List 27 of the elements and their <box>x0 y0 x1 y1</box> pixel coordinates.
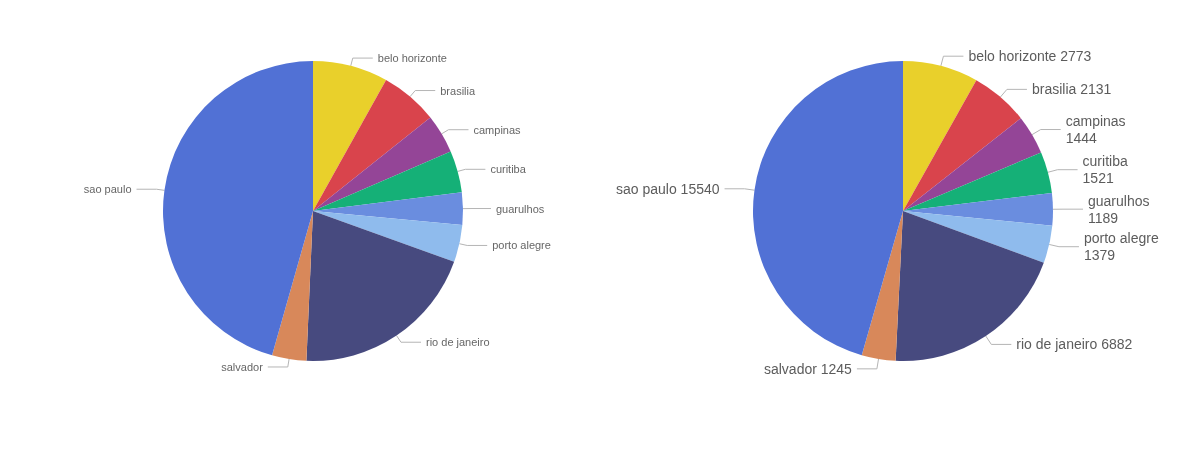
slice-label: guarulhos <box>495 202 545 215</box>
slice-label: sao paulo <box>616 180 677 197</box>
slice-label: brasilia <box>440 84 476 97</box>
slice-label: curitiba <box>490 163 527 176</box>
slice-label: brasilia <box>1031 81 1077 98</box>
data-label: 6882 <box>1101 336 1133 353</box>
slice-label: belo horizonte <box>968 48 1057 65</box>
slice-label: porto alegre <box>492 239 551 252</box>
slice-label: rio de janeiro <box>1016 336 1098 353</box>
slice-label: campinas <box>473 123 522 136</box>
data-label: 1379 <box>1083 247 1116 264</box>
slice-label: salvador <box>763 360 818 377</box>
slice-label: porto alegre <box>1083 230 1159 247</box>
slice-label: curitiba <box>1082 153 1128 170</box>
data-label: 2773 <box>1060 48 1092 65</box>
slice-label: sao paulo <box>83 183 132 196</box>
slice-label: rio de janeiro <box>425 336 490 349</box>
slice-label: guarulhos <box>1087 192 1150 209</box>
slice-label: belo horizonte <box>377 52 447 65</box>
slice-label: campinas <box>1065 113 1126 130</box>
data-label: 1521 <box>1082 170 1114 187</box>
slice-label: salvador <box>221 360 264 373</box>
data-label: 1245 <box>820 360 853 377</box>
data-label: 1444 <box>1065 130 1098 147</box>
data-label: 1189 <box>1087 209 1119 226</box>
data-label: 2131 <box>1080 81 1112 98</box>
data-label: 15540 <box>680 180 720 197</box>
